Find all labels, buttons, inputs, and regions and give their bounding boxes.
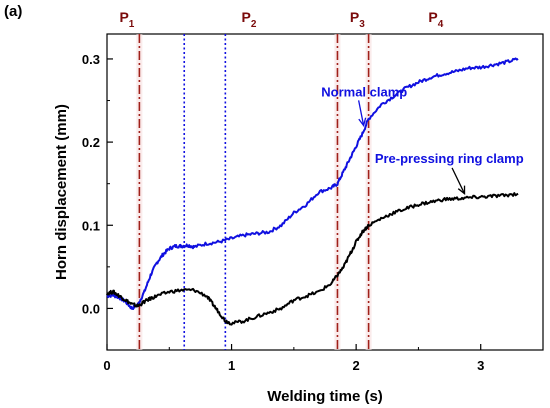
series-layer [106, 57, 519, 326]
y-tick-label: 0.3 [82, 52, 100, 67]
annotation-arrow-2 [451, 167, 466, 194]
period-boundary-lines [136, 34, 372, 350]
series-line-pre-pressing-ring-clamp [106, 192, 519, 326]
y-tick-label: 0.2 [82, 135, 100, 150]
y-axis-label: Horn displacement (mm) [53, 104, 70, 280]
axis-ticks: 0 1 2 3 0.0 0.1 0.2 0.3 [82, 52, 484, 373]
period-label-2: P2 [242, 9, 257, 30]
annotation-arrow-1 [357, 100, 365, 126]
x-tick-label: 0 [103, 358, 110, 373]
period-label-4: P4 [428, 9, 443, 30]
period-label-1: P1 [119, 9, 134, 30]
plot-frame [106, 33, 544, 351]
period-label-3: P3 [350, 9, 365, 30]
series-line-normal-clamp [106, 57, 519, 310]
y-tick-label: 0.1 [82, 218, 100, 233]
panel-label: (a) [4, 3, 22, 20]
period-labels: P1 P2 P3 P4 [119, 9, 443, 30]
x-axis-label: Welding time (s) [267, 388, 383, 405]
x-tick-label: 3 [477, 358, 484, 373]
x-tick-label: 1 [228, 358, 235, 373]
annotations: Normal clamp Pre-pressing ring clamp [321, 84, 524, 196]
annotation-arrowhead-1 [358, 117, 367, 127]
x-tick-label: 2 [353, 358, 360, 373]
y-tick-label: 0.0 [82, 301, 100, 316]
annotation-label-1: Normal clamp [321, 84, 407, 99]
annotation-arrowhead-2 [457, 185, 466, 196]
annotation-label-2: Pre-pressing ring clamp [375, 151, 524, 166]
